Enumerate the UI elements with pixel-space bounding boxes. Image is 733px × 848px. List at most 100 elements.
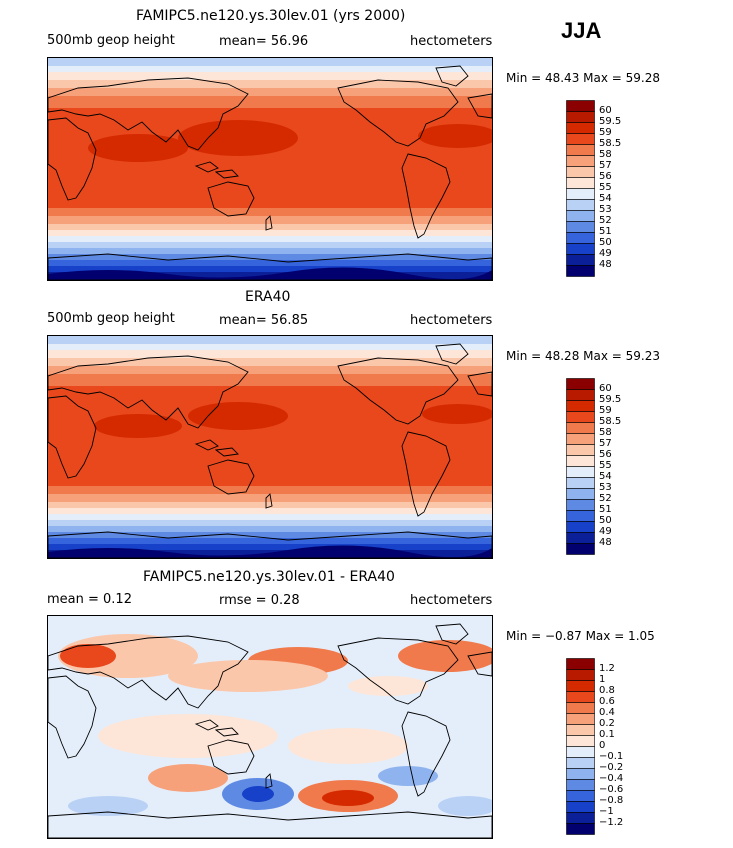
colorbar-level-label: 55 [599, 181, 612, 193]
colorbar-swatch [566, 155, 595, 167]
height-band [48, 208, 492, 216]
coastline [48, 395, 97, 479]
height-band [48, 72, 492, 80]
colorbar-level-label: 0.4 [599, 706, 615, 718]
height-band [48, 236, 492, 242]
coastline [194, 439, 239, 457]
high-core [178, 120, 298, 156]
colorbar-swatch [566, 680, 595, 692]
height-band [48, 230, 492, 236]
panel-1-map [47, 57, 493, 281]
colorbar-swatch [566, 254, 595, 266]
colorbar-swatch [566, 378, 595, 390]
colorbar-swatch [566, 488, 595, 500]
colorbar-level-label: 56 [599, 170, 612, 182]
anomaly-region [348, 676, 428, 696]
anomaly-region [398, 640, 492, 672]
colorbar-level-label: −1 [599, 805, 614, 817]
colorbar-level-label: 1 [599, 673, 606, 685]
coastline [48, 811, 492, 838]
colorbar-swatch [566, 532, 595, 544]
colorbar-swatch [566, 543, 595, 555]
colorbar-level-label: 58.5 [599, 137, 622, 149]
colorbar-level-label: 60 [599, 382, 612, 394]
height-band [48, 350, 492, 358]
map-field [48, 58, 492, 280]
colorbar-swatch [566, 477, 595, 489]
colorbar-level-label: 59 [599, 404, 612, 416]
colorbar-swatch [566, 691, 595, 703]
colorbar-swatch [566, 188, 595, 200]
colorbar-swatch [566, 210, 595, 222]
height-band [48, 502, 492, 508]
panel-2-units-label: hectometers [410, 313, 493, 328]
panel-2-mean-label: mean= 56.85 [219, 313, 309, 328]
colorbar-swatch [566, 243, 595, 255]
panel-1-mean-label: mean= 56.96 [219, 34, 309, 49]
high-core [422, 404, 492, 424]
anomaly-region [242, 786, 274, 802]
colorbar-swatches [566, 378, 595, 555]
colorbar-level-label: 57 [599, 159, 612, 171]
colorbar-level-label: 51 [599, 225, 612, 237]
colorbar-swatch [566, 389, 595, 401]
coastline [48, 635, 249, 709]
low-band [48, 267, 492, 280]
colorbar-level-label: −1.2 [599, 816, 624, 828]
colorbar-swatch [566, 757, 595, 769]
anomaly-region [322, 790, 374, 806]
coastline [48, 355, 249, 429]
colorbar-level-label: 54 [599, 470, 612, 482]
coastline [337, 357, 459, 425]
height-band [48, 80, 492, 88]
anomaly-region [60, 644, 116, 668]
colorbar-level-label: −0.2 [599, 761, 624, 773]
colorbar-swatch [566, 232, 595, 244]
colorbar-level-label: 55 [599, 459, 612, 471]
colorbar-level-label: 49 [599, 247, 612, 259]
panel-2-colorbar: 60 59.5 59 58.5 58 57 56 55 54 53 52 51 50 49 48 [566, 378, 646, 555]
colorbar-level-label: 54 [599, 192, 612, 204]
coastline [207, 459, 255, 495]
colorbar-swatch [566, 133, 595, 145]
colorbar-swatch [566, 177, 595, 189]
colorbar-level-label: 52 [599, 214, 612, 226]
colorbar-swatch [566, 790, 595, 802]
colorbar-level-label: −0.1 [599, 750, 624, 762]
colorbar-swatch [566, 100, 595, 112]
anomaly-region [288, 728, 408, 764]
coastline [435, 343, 469, 365]
coastline [337, 637, 459, 705]
colorbar-level-label: 49 [599, 525, 612, 537]
height-band [48, 66, 492, 72]
colorbar-swatch [566, 510, 595, 522]
colorbar-level-label: 59.5 [599, 115, 622, 127]
high-core [418, 124, 492, 148]
height-band [48, 266, 492, 272]
coastline [467, 651, 492, 677]
colorbar-level-label: 0.1 [599, 728, 615, 740]
anomaly-region [168, 660, 328, 692]
panel-3-minmax: Min = −0.87 Max = 1.05 [506, 629, 655, 643]
colorbar-swatch [566, 823, 595, 835]
season-label: JJA [561, 18, 602, 43]
coastline [194, 161, 239, 179]
height-band [48, 366, 492, 374]
colorbar-level-label: −0.6 [599, 783, 624, 795]
height-band [48, 248, 492, 254]
colorbar-swatch [566, 433, 595, 445]
anomaly-region [438, 796, 492, 816]
panel-1-title: FAMIPC5.ne120.ys.30lev.01 (yrs 2000) [136, 8, 406, 24]
coastline [48, 675, 97, 759]
colorbar-level-label: 58 [599, 148, 612, 160]
coastline [401, 431, 451, 517]
anomaly-region [68, 796, 148, 816]
coastline [337, 79, 459, 147]
coastline [435, 623, 469, 645]
colorbar-level-label: 52 [599, 492, 612, 504]
panel-1-colorbar: 60 59.5 59 58.5 58 57 56 55 54 53 52 51 50 49 48 [566, 100, 646, 277]
colorbar-swatch [566, 713, 595, 725]
coastline [48, 253, 492, 280]
low-band [48, 545, 492, 558]
colorbar-swatch [566, 265, 595, 277]
